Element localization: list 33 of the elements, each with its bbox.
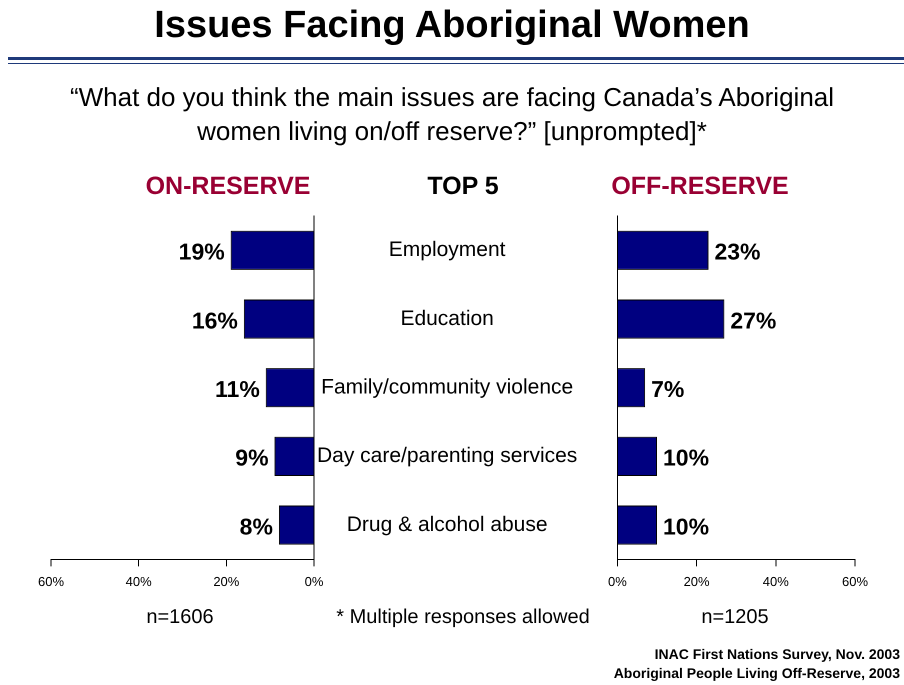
data-label: 23% [714, 238, 761, 265]
y-tick-label: Family/community violence [321, 375, 574, 398]
data-label: 8% [240, 513, 273, 540]
data-label: 10% [662, 444, 710, 471]
data-label: 11% [215, 376, 260, 402]
x-tick-label: 20% [684, 574, 710, 589]
data-label: 9% [235, 444, 269, 471]
x-tick-label: 60% [842, 574, 868, 589]
x-axis-title: n=1606 [145, 606, 215, 629]
data-label: 7% [651, 376, 684, 402]
text: Aboriginal People Living Off-Reserve, 2003 [614, 665, 900, 681]
x-tick-label: 40% [126, 574, 152, 589]
y-tick-label: Employment [388, 238, 506, 262]
data-label: 16% [192, 307, 238, 334]
x-tick-label: 0% [608, 574, 628, 589]
data-label: 27% [730, 307, 776, 334]
y-axis-title: TOP 5 [426, 172, 500, 201]
x-tick-label: 60% [38, 574, 64, 589]
data-label: 10% [662, 513, 710, 540]
text: Issues Facing Aboriginal Women [153, 4, 751, 47]
x-tick-label: 20% [213, 574, 240, 589]
y-tick-label: Drug & alcohol abuse [346, 512, 548, 536]
data-label: 19% [178, 238, 225, 265]
text: INAC First Nations Survey, Nov. 2003 [654, 646, 900, 662]
x-tick-label: 40% [762, 574, 790, 589]
x-tick-label: 0% [304, 574, 324, 589]
chart-title: OFF-RESERVE [610, 172, 790, 201]
x-axis-title: n=1205 [700, 606, 770, 629]
y-tick-label: Day care/parenting services [316, 444, 578, 468]
text: * Multiple responses allowed [335, 606, 591, 629]
chart-title: ON-RESERVE [144, 172, 312, 201]
text: “What do you think the main issues are facing Canada’s Aboriginal women living on/off reserve?” [unprompted]* [68, 81, 836, 148]
y-tick-label: Education [400, 306, 494, 330]
